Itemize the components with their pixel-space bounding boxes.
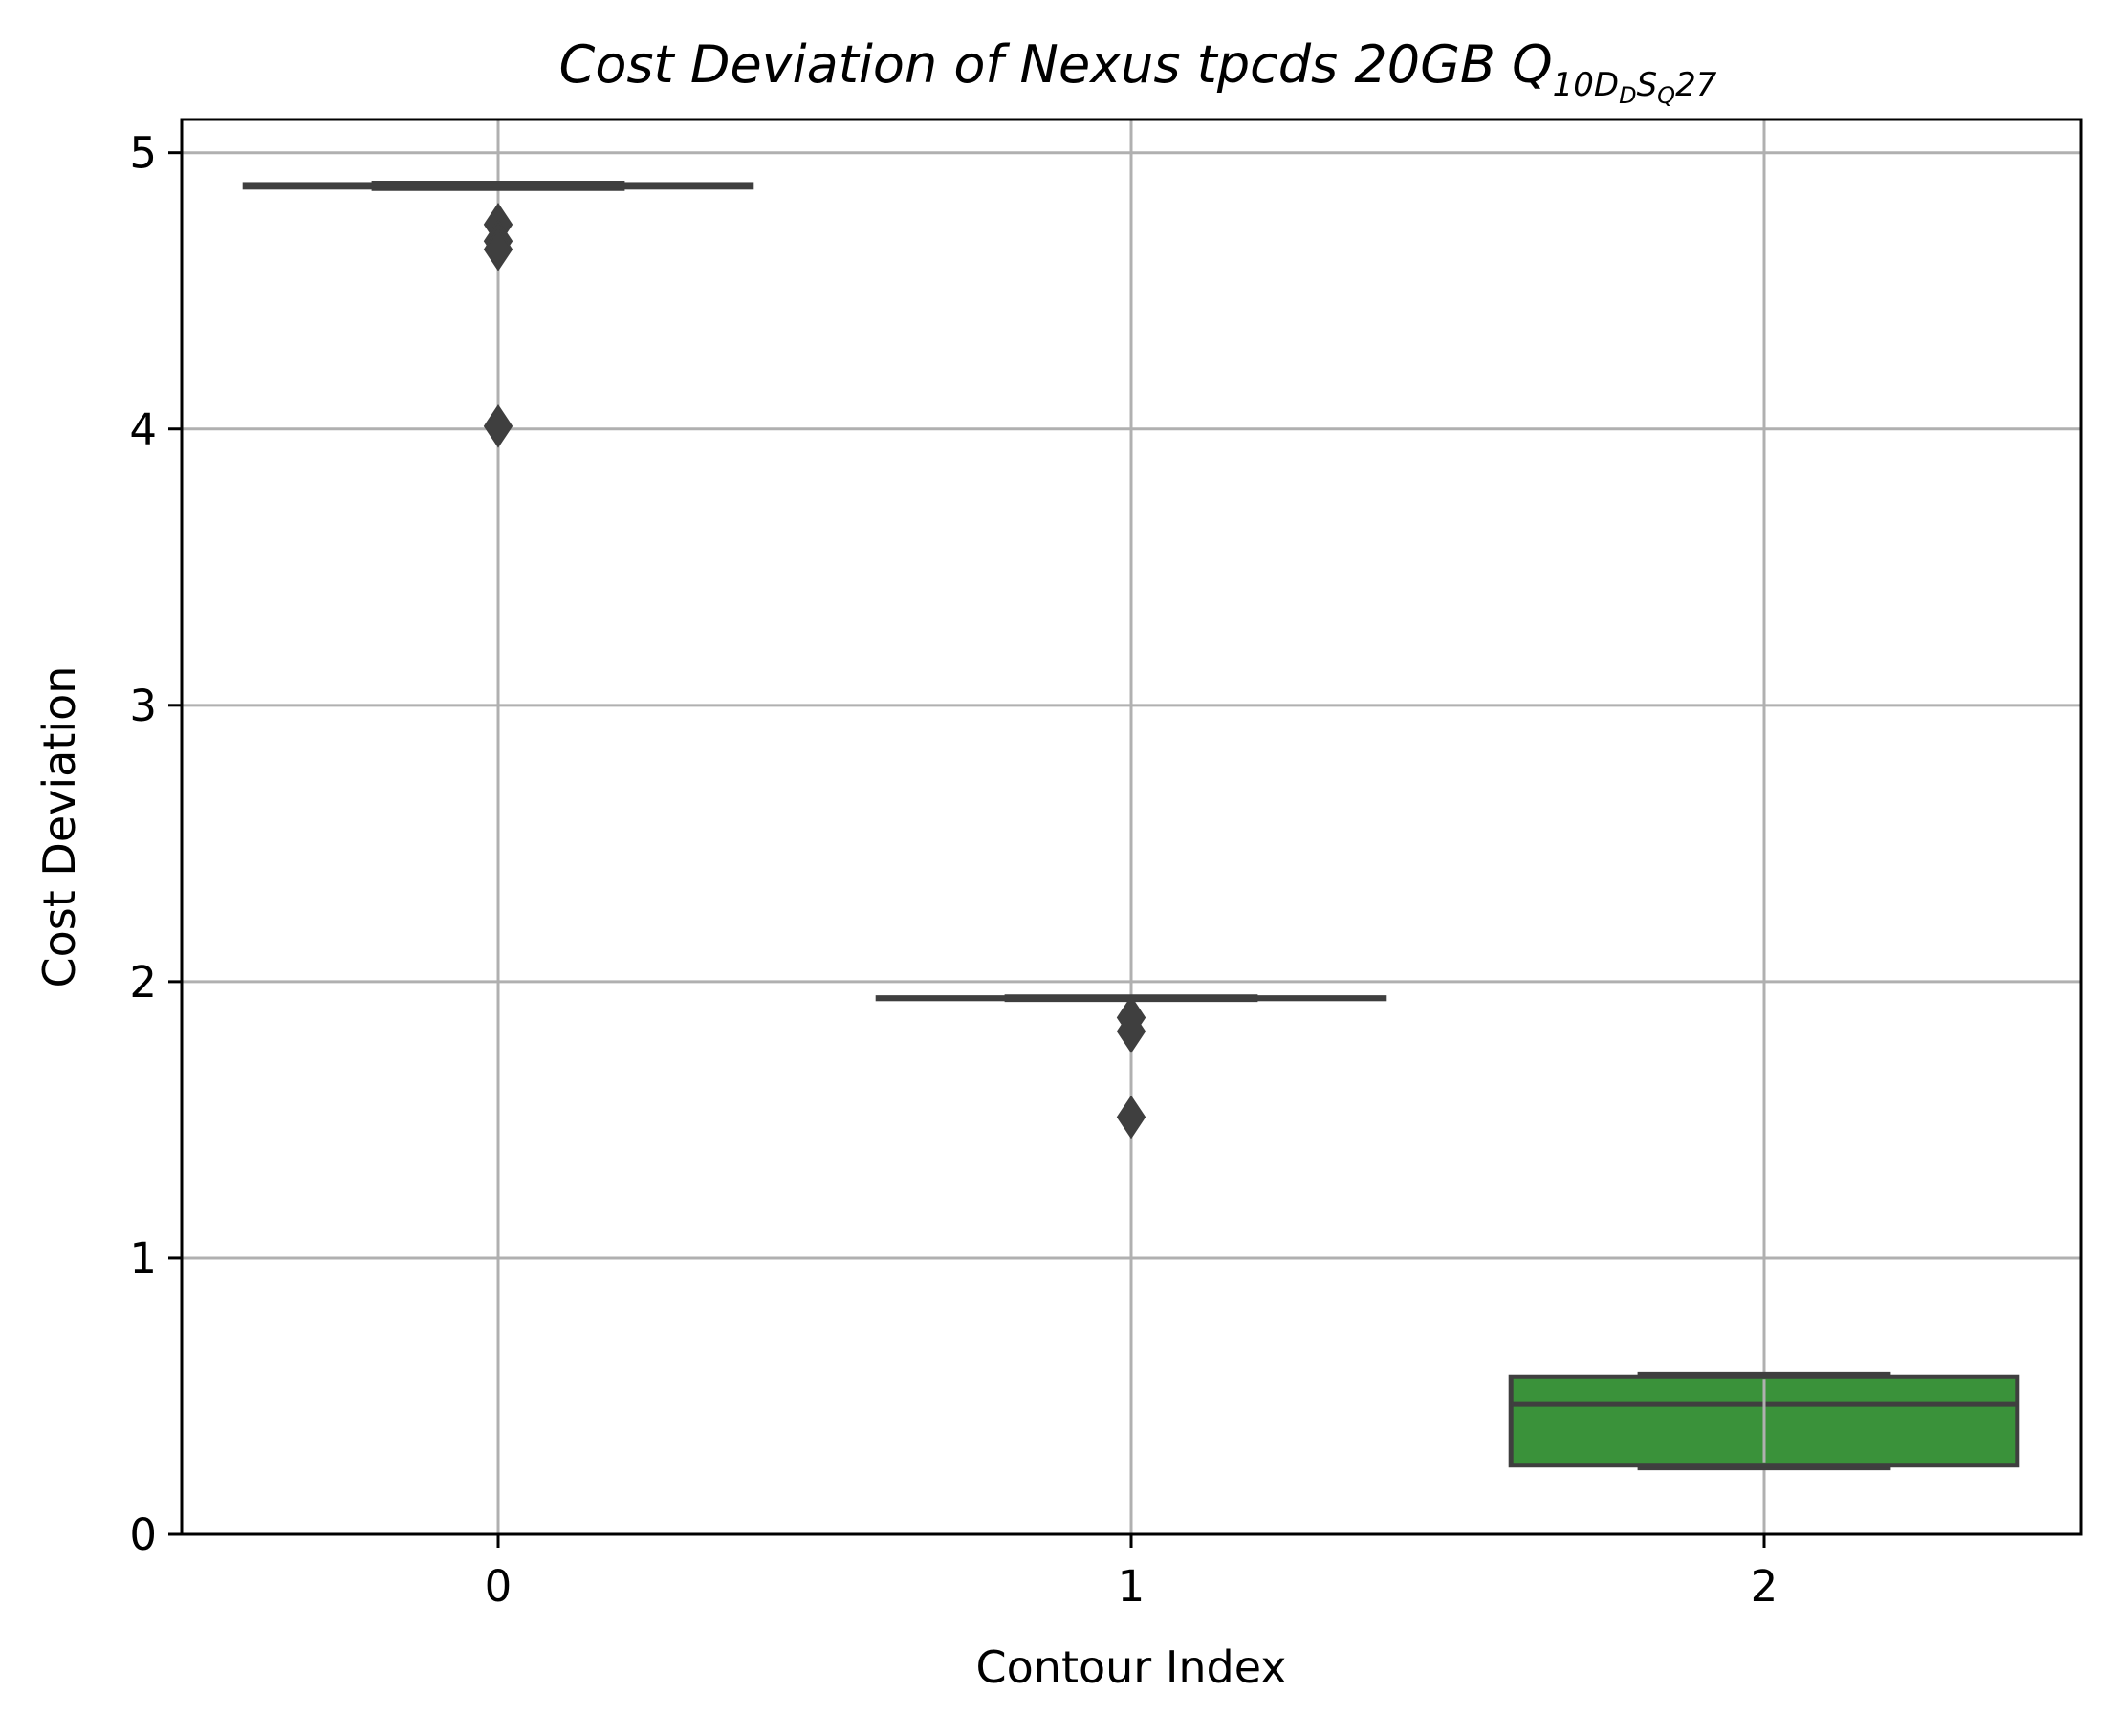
outlier-point (1116, 1095, 1146, 1139)
y-tick-label: 3 (129, 681, 157, 731)
outlier-point (1116, 1009, 1146, 1053)
y-axis-label: Cost Deviation (33, 666, 85, 988)
chart-title: Cost Deviation of Nexus tpcds 20GB Q10DD… (559, 34, 1717, 109)
outlier-point (483, 228, 513, 271)
box-1 (875, 994, 1387, 1139)
y-tick-label: 1 (129, 1233, 157, 1284)
y-tick-label: 2 (129, 957, 157, 1008)
y-tick-label: 4 (129, 404, 157, 455)
axis-ticks: 0 1 2 3 4 5 0 1 2 (129, 128, 1778, 1612)
outlier-point (483, 404, 513, 448)
y-tick-label: 5 (129, 128, 157, 179)
x-tick-label: 2 (1751, 1561, 1779, 1612)
y-tick-label: 0 (129, 1509, 157, 1560)
x-axis-label: Contour Index (976, 1641, 1287, 1693)
boxes (242, 180, 2020, 1471)
box-0 (242, 180, 754, 448)
x-tick-label: 0 (485, 1561, 513, 1612)
x-tick-label: 1 (1118, 1561, 1146, 1612)
grid-lines (182, 119, 2081, 1536)
